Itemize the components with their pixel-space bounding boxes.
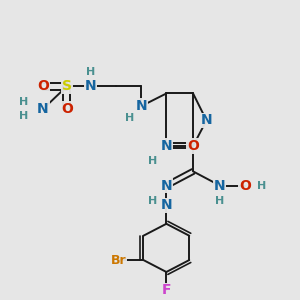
Text: N: N — [160, 139, 172, 153]
Text: N: N — [37, 102, 49, 116]
Text: H: H — [124, 112, 134, 123]
Text: H: H — [148, 157, 158, 166]
Text: N: N — [135, 99, 147, 113]
Text: S: S — [62, 80, 72, 93]
Text: N: N — [214, 178, 226, 193]
Text: H: H — [257, 181, 266, 190]
Text: N: N — [160, 198, 172, 212]
Text: O: O — [61, 102, 73, 116]
Text: H: H — [19, 97, 28, 107]
Text: O: O — [187, 139, 199, 153]
Text: N: N — [85, 80, 96, 93]
Text: F: F — [162, 284, 171, 297]
Text: Br: Br — [111, 254, 127, 267]
Text: H: H — [215, 196, 224, 206]
Text: H: H — [86, 67, 95, 77]
Text: N: N — [160, 178, 172, 193]
Text: O: O — [239, 178, 251, 193]
Text: N: N — [201, 113, 212, 128]
Text: H: H — [19, 111, 28, 121]
Text: H: H — [148, 196, 158, 206]
Text: O: O — [37, 80, 49, 93]
